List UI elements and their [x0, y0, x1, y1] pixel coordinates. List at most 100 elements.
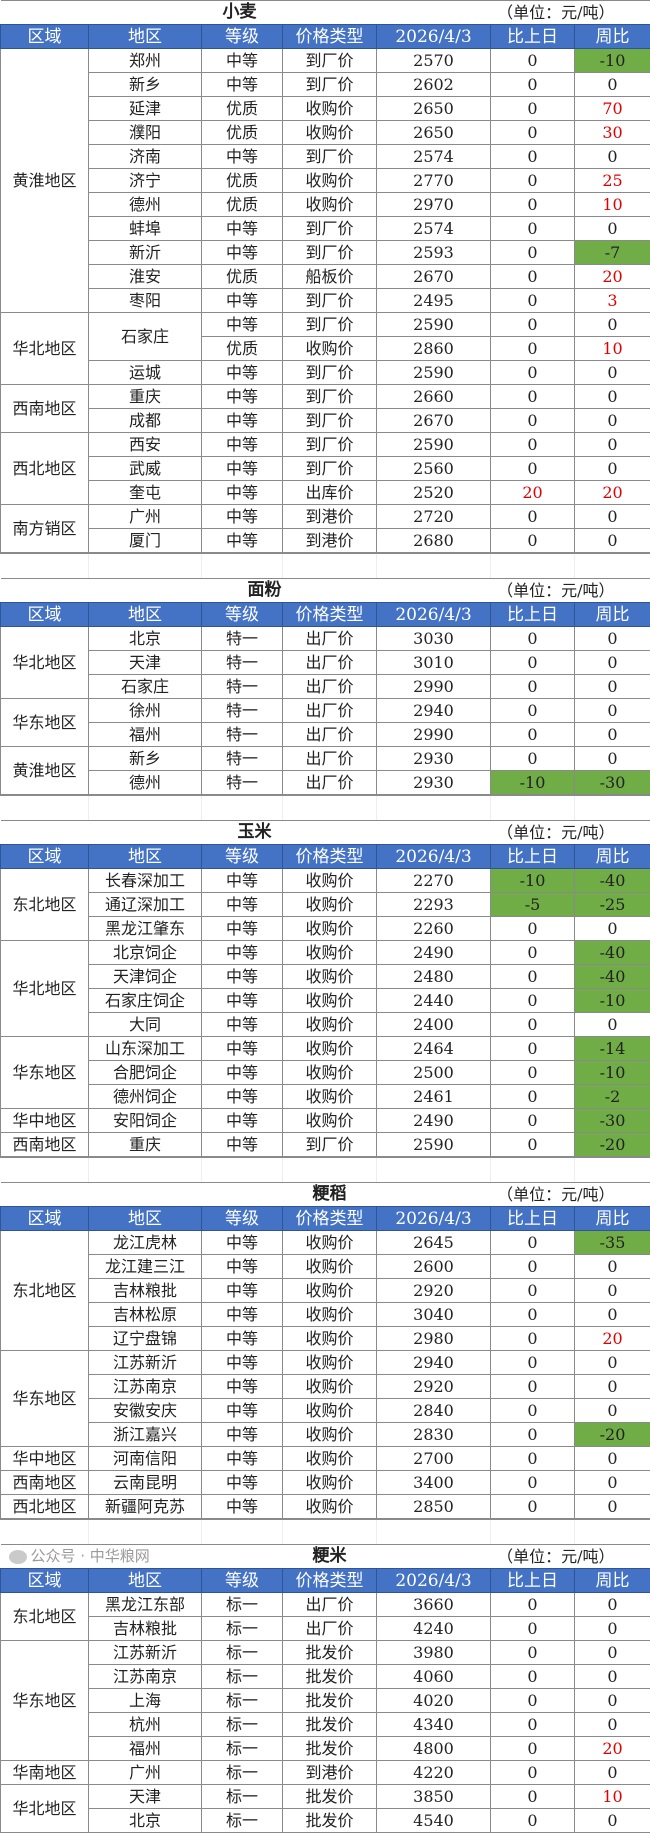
price-cell: 2990 — [377, 723, 491, 747]
title-row: 粳米（单位：元/吨）公众号 · 中华粮网 — [1, 1545, 650, 1569]
price-cell: 4060 — [377, 1665, 491, 1689]
day-change-cell: 0 — [491, 1255, 575, 1279]
price-cell: 2260 — [377, 917, 491, 941]
area-cell: 北京饲企 — [89, 941, 202, 965]
price-type-cell: 到厂价 — [283, 73, 377, 97]
region-cell: 西南地区 — [1, 1133, 89, 1157]
week-change-cell: 25 — [575, 169, 650, 193]
price-type-cell: 出厂价 — [283, 675, 377, 699]
price-type-cell: 收购价 — [283, 1423, 377, 1447]
week-change-cell: 0 — [575, 1447, 650, 1471]
table-title: 小麦 — [223, 1, 257, 24]
title-row: 粳稻（单位：元/吨） — [1, 1183, 650, 1207]
price-type-cell: 收购价 — [283, 965, 377, 989]
grade-cell: 标一 — [202, 1761, 283, 1785]
title-cell: 粳稻（单位：元/吨） — [1, 1183, 650, 1207]
week-change-cell: 0 — [575, 385, 650, 409]
day-change-cell: 0 — [491, 1713, 575, 1737]
price-type-cell: 收购价 — [283, 917, 377, 941]
day-change-cell: 0 — [491, 289, 575, 313]
grade-cell: 标一 — [202, 1617, 283, 1641]
area-cell: 广州 — [89, 505, 202, 529]
day-change-cell: 0 — [491, 699, 575, 723]
region-cell: 华东地区 — [1, 699, 89, 747]
day-change-cell: 0 — [491, 73, 575, 97]
day-change-cell: 0 — [491, 1133, 575, 1157]
grade-cell: 中等 — [202, 1013, 283, 1037]
price-type-cell: 船板价 — [283, 265, 377, 289]
week-change-cell: 0 — [575, 1617, 650, 1641]
region-cell: 西北地区 — [1, 433, 89, 505]
day-change-cell: 0 — [491, 1423, 575, 1447]
day-change-cell: 0 — [491, 433, 575, 457]
grade-cell: 中等 — [202, 481, 283, 505]
price-cell: 2850 — [377, 1495, 491, 1519]
price-type-cell: 批发价 — [283, 1785, 377, 1809]
area-cell: 河南信阳 — [89, 1447, 202, 1471]
area-cell: 奎屯 — [89, 481, 202, 505]
week-change-cell: 0 — [575, 361, 650, 385]
price-cell: 2860 — [377, 337, 491, 361]
day-change-cell: 0 — [491, 361, 575, 385]
column-header: 周比 — [575, 25, 650, 49]
grade-cell: 中等 — [202, 917, 283, 941]
week-change-cell: 0 — [575, 747, 650, 771]
week-change-cell: 0 — [575, 1255, 650, 1279]
price-cell: 2920 — [377, 1279, 491, 1303]
price-cell: 2940 — [377, 1351, 491, 1375]
day-change-cell: 0 — [491, 1737, 575, 1761]
price-cell: 2660 — [377, 385, 491, 409]
area-cell: 天津 — [89, 1785, 202, 1809]
day-change-cell: 0 — [491, 1351, 575, 1375]
price-type-cell: 收购价 — [283, 941, 377, 965]
area-cell: 枣阳 — [89, 289, 202, 313]
area-cell: 北京 — [89, 1809, 202, 1833]
price-type-cell: 到厂价 — [283, 457, 377, 481]
price-cell: 2464 — [377, 1037, 491, 1061]
table-gap — [0, 795, 650, 820]
price-type-cell: 出厂价 — [283, 651, 377, 675]
price-type-cell: 批发价 — [283, 1809, 377, 1833]
area-cell: 吉林粮批 — [89, 1617, 202, 1641]
area-cell: 武威 — [89, 457, 202, 481]
price-type-cell: 到厂价 — [283, 313, 377, 337]
grade-cell: 标一 — [202, 1785, 283, 1809]
price-cell: 3850 — [377, 1785, 491, 1809]
unit-label: （单位：元/吨） — [497, 1545, 614, 1568]
grade-cell: 中等 — [202, 241, 283, 265]
day-change-cell: 0 — [491, 529, 575, 553]
price-cell: 2830 — [377, 1423, 491, 1447]
area-cell: 新乡 — [89, 73, 202, 97]
week-change-cell: 20 — [575, 265, 650, 289]
price-cell: 2920 — [377, 1375, 491, 1399]
column-header: 等级 — [202, 1207, 283, 1231]
price-type-cell: 出库价 — [283, 481, 377, 505]
region-cell: 西北地区 — [1, 1495, 89, 1519]
day-change-cell: -10 — [491, 869, 575, 893]
area-cell: 福州 — [89, 1737, 202, 1761]
week-change-cell: 0 — [575, 1593, 650, 1617]
day-change-cell: 0 — [491, 457, 575, 481]
week-change-cell: -40 — [575, 965, 650, 989]
day-change-cell: 0 — [491, 1495, 575, 1519]
price-cell: 2590 — [377, 433, 491, 457]
title-cell: 小麦（单位：元/吨） — [1, 1, 650, 25]
price-type-cell: 批发价 — [283, 1641, 377, 1665]
price-cell: 2270 — [377, 869, 491, 893]
column-header: 等级 — [202, 1569, 283, 1593]
column-header: 价格类型 — [283, 25, 377, 49]
grade-cell: 中等 — [202, 1085, 283, 1109]
price-cell: 2770 — [377, 169, 491, 193]
